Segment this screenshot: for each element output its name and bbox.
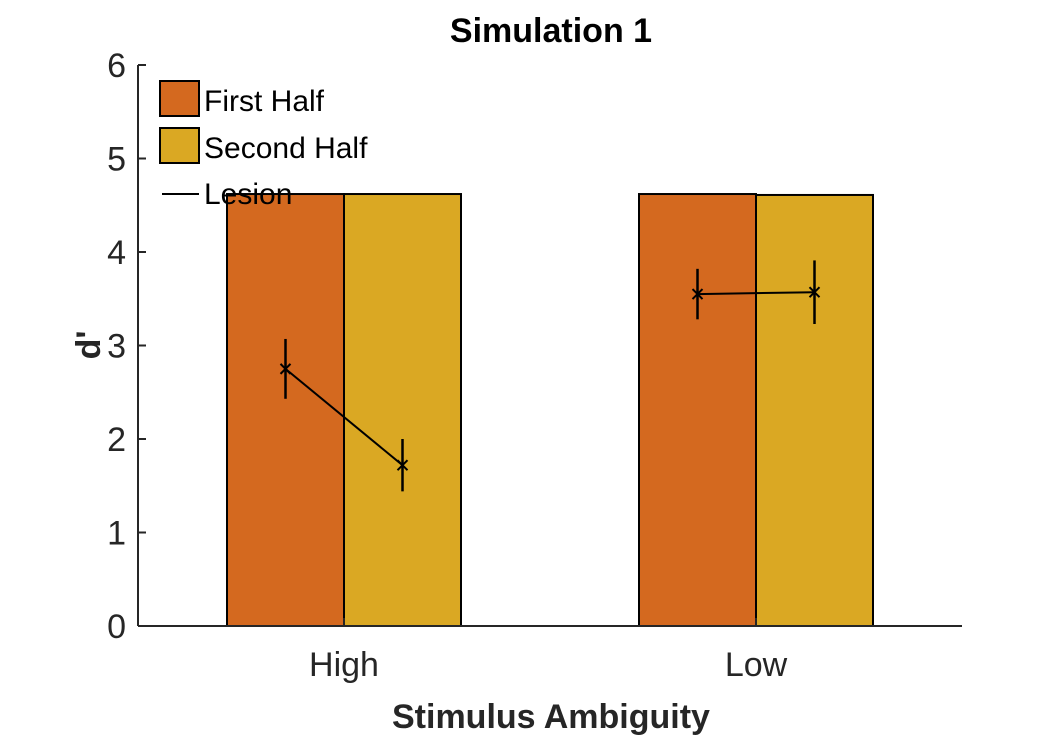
lesion-marker-low-first-half <box>691 288 704 300</box>
x-ticks: High Low <box>309 618 788 684</box>
bar-second-half-low <box>755 193 874 627</box>
x-tick-label-low: Low <box>725 646 788 684</box>
y-tick-label-0: 0 <box>107 608 126 646</box>
lesion-marker-high-first-half <box>279 363 292 375</box>
y-tick-label-1: 1 <box>107 515 126 553</box>
lesion-marker-high-second-half <box>396 459 409 471</box>
y-tick-label-2: 2 <box>107 421 126 459</box>
y-tick-label-6: 6 <box>107 47 126 85</box>
legend-swatch-second-half <box>159 127 200 164</box>
y-ticks: 0 1 2 3 4 5 6 <box>107 47 146 646</box>
legend-label-first-half: First Half <box>204 85 325 118</box>
y-tick-label-4: 4 <box>107 234 126 272</box>
lesion-line-high <box>284 368 404 466</box>
legend: First Half Second Half Lesion <box>159 80 368 211</box>
y-tick-label-5: 5 <box>107 141 126 179</box>
bar-first-half-low <box>638 193 757 627</box>
lesion-layer <box>279 260 821 492</box>
bar-second-half-high <box>343 193 462 627</box>
lesion-line-low <box>697 291 815 296</box>
y-axis-label: d' <box>70 331 108 360</box>
legend-label-second-half: Second Half <box>204 132 368 165</box>
legend-label-lesion: Lesion <box>204 178 292 211</box>
bars-layer <box>226 193 874 627</box>
chart-title: Simulation 1 <box>450 12 652 50</box>
bar-first-half-high <box>226 193 345 627</box>
legend-swatch-first-half <box>159 80 200 117</box>
y-tick-label-3: 3 <box>107 328 126 366</box>
lesion-marker-low-second-half <box>808 286 821 298</box>
x-axis-label: Stimulus Ambiguity <box>392 698 710 736</box>
x-tick-label-high: High <box>309 646 379 684</box>
